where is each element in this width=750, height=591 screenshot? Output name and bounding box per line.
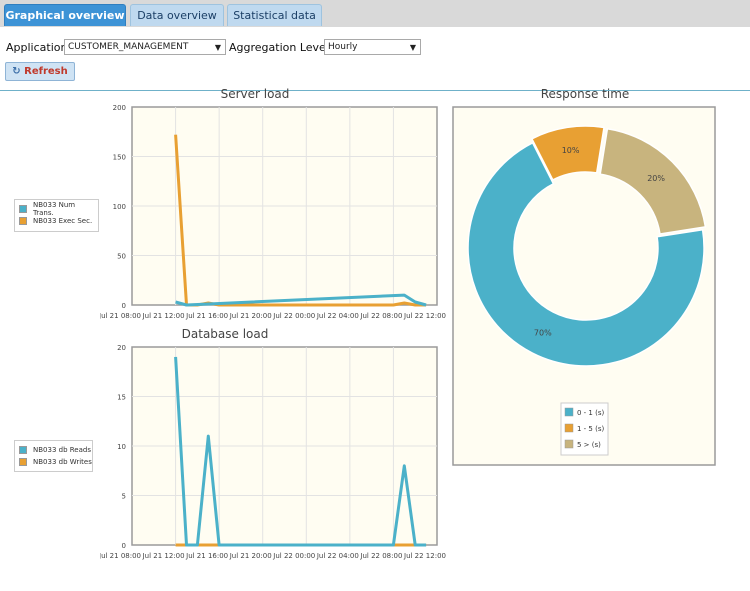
legend-label: 0 - 1 (s) — [577, 409, 604, 417]
x-tick-label: Jul 22 04:00 — [316, 552, 359, 560]
x-tick-label: Jul 22 12:00 — [403, 552, 446, 560]
tab-statistical-data[interactable]: Statistical data — [227, 4, 322, 26]
tab-graphical-overview[interactable]: Graphical overview — [4, 4, 126, 26]
pie-slice — [530, 125, 605, 181]
y-tick-label: 200 — [113, 104, 126, 112]
x-tick-label: Jul 22 04:00 — [316, 312, 359, 320]
chevron-down-icon: ▼ — [214, 43, 221, 52]
x-tick-label: Jul 21 20:00 — [229, 312, 272, 320]
x-tick-label: Jul 21 20:00 — [229, 552, 272, 560]
x-tick-label: Jul 21 16:00 — [185, 552, 228, 560]
tab-data-overview[interactable]: Data overview — [130, 4, 224, 26]
response-time-chart: 10% 20% 70% 0 - 1 (s) 1 - 5 (s) 5 > (s) — [452, 106, 716, 466]
legend-swatch — [19, 217, 27, 225]
refresh-button[interactable]: ↻ Refresh — [5, 62, 75, 81]
response-time-title: Response time — [540, 87, 630, 101]
application-select-value: CUSTOMER_MANAGEMENT — [68, 42, 189, 52]
slice-label: 20% — [647, 174, 665, 183]
y-tick-label: 0 — [122, 302, 126, 310]
refresh-button-label: Refresh — [24, 66, 68, 77]
legend-swatch — [19, 446, 27, 454]
aggregation-level-select[interactable]: Hourly ▼ — [324, 39, 421, 55]
y-tick-label: 100 — [113, 203, 126, 211]
y-tick-label: 20 — [117, 344, 126, 352]
refresh-icon: ↻ — [12, 66, 21, 77]
x-tick-label: Jul 22 08:00 — [359, 552, 402, 560]
database-load-title: Database load — [181, 327, 269, 341]
y-tick-label: 150 — [113, 154, 126, 162]
legend-label: NB033 Exec Sec. — [33, 217, 93, 225]
x-tick-label: Jul 21 12:00 — [142, 552, 185, 560]
application-label: Application — [6, 41, 68, 54]
pie-slice — [467, 141, 705, 367]
slice-label: 70% — [534, 329, 552, 338]
tab-bar: Graphical overview Data overview Statist… — [0, 0, 750, 27]
server-load-title: Server load — [220, 87, 290, 101]
database-load-chart: 0 5 10 15 20 Jul 21 08:00 Jul 21 12:00 Jul 21 1… — [100, 344, 446, 560]
legend-label: NB033 Num Trans. — [33, 201, 76, 217]
x-tick-label: Jul 21 08:00 — [100, 312, 141, 320]
x-tick-label: Jul 21 08:00 — [100, 552, 141, 560]
y-tick-label: 5 — [122, 493, 126, 501]
legend-swatch — [564, 407, 574, 417]
legend-swatch — [19, 458, 27, 466]
y-tick-label: 10 — [117, 443, 126, 451]
legend-swatch — [564, 439, 574, 449]
series-line — [174, 356, 427, 547]
legend-item: NB033 Num Trans. — [15, 201, 98, 217]
divider — [0, 90, 750, 91]
y-tick-label: 50 — [117, 253, 126, 261]
x-tick-label: Jul 21 16:00 — [185, 312, 228, 320]
legend-label: NB033 db Writes — [33, 458, 92, 466]
legend-swatch — [19, 205, 27, 213]
x-tick-label: Jul 21 12:00 — [142, 312, 185, 320]
x-tick-label: Jul 22 12:00 — [403, 312, 446, 320]
x-tick-label: Jul 22 08:00 — [359, 312, 402, 320]
legend-item: NB033 db Writes — [15, 456, 92, 468]
legend-item: NB033 Exec Sec. — [15, 215, 98, 227]
slice-label: 10% — [562, 146, 580, 155]
application-select[interactable]: CUSTOMER_MANAGEMENT ▼ — [64, 39, 226, 55]
y-tick-label: 0 — [122, 542, 126, 550]
legend-swatch — [564, 423, 574, 433]
legend-label: NB033 db Reads — [33, 446, 91, 454]
series-line — [175, 293, 427, 307]
aggregation-level-value: Hourly — [328, 42, 358, 52]
legend-label: 1 - 5 (s) — [577, 425, 604, 433]
server-load-legend: NB033 Num Trans. NB033 Exec Sec. — [14, 199, 99, 232]
database-load-legend: NB033 db Reads NB033 db Writes — [14, 440, 93, 472]
y-tick-label: 15 — [117, 394, 126, 402]
x-tick-label: Jul 22 00:00 — [272, 552, 315, 560]
legend-label: 5 > (s) — [577, 441, 601, 449]
legend-item: NB033 db Reads — [15, 444, 92, 456]
chevron-down-icon: ▼ — [409, 43, 416, 52]
pie-slice — [599, 127, 707, 235]
x-tick-label: Jul 22 00:00 — [272, 312, 315, 320]
aggregation-level-label: Aggregation Level — [229, 41, 329, 54]
